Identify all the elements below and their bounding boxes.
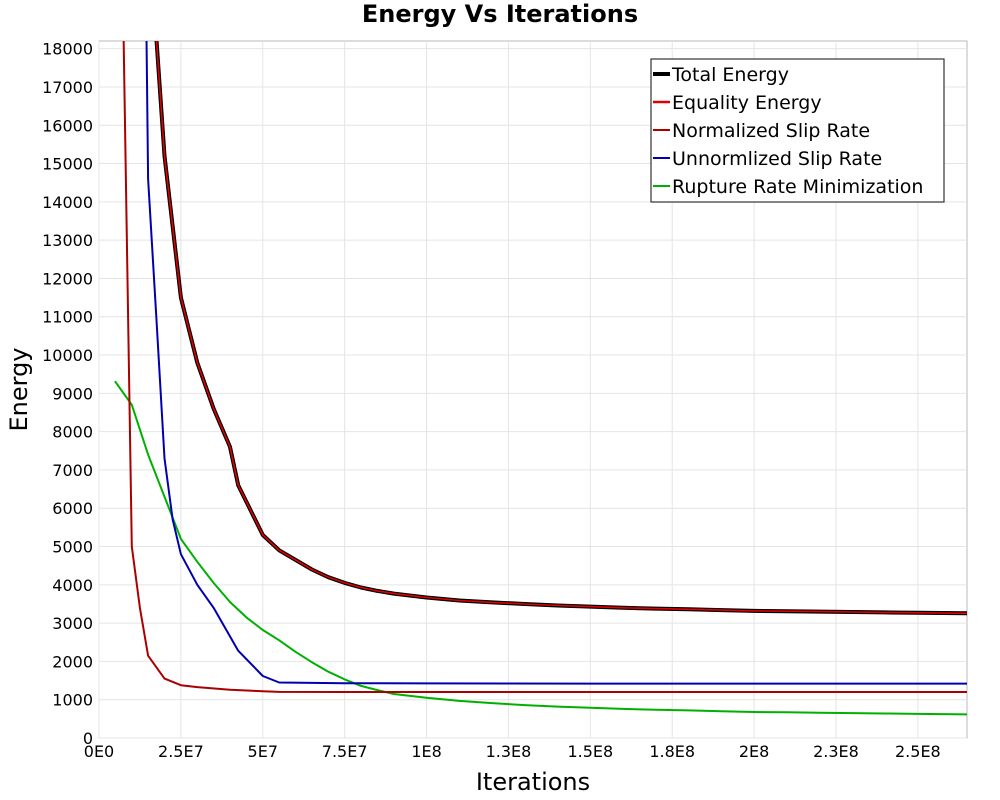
x-tick-label: 7.5E7	[322, 742, 368, 761]
x-tick-label: 2.3E8	[813, 742, 859, 761]
x-tick-label: 2.5E8	[895, 742, 941, 761]
y-tick-label: 1000	[52, 691, 93, 710]
y-tick-label: 3000	[52, 614, 93, 633]
legend-label: Total Energy	[671, 64, 789, 86]
legend-box	[650, 58, 945, 203]
x-tick-label: 2E8	[739, 742, 769, 761]
x-tick-label: 1E8	[411, 742, 441, 761]
y-tick-label: 15000	[42, 155, 93, 174]
y-tick-label: 16000	[42, 116, 93, 135]
y-tick-label: 0	[83, 729, 93, 748]
y-tick-label: 10000	[42, 346, 93, 365]
legend-label: Normalized Slip Rate	[672, 120, 870, 142]
y-tick-label: 12000	[42, 269, 93, 288]
y-axis-label: Energy	[5, 347, 33, 431]
tick-labels: 0 1000 2000 3000 4000 5000 6000 7000 8000 9000 100…	[42, 40, 941, 761]
chart-title: Energy Vs Iterations	[362, 0, 638, 28]
series-layer	[114, 41, 967, 716]
y-tick-label: 8000	[52, 423, 93, 442]
y-tick-label: 17000	[42, 78, 93, 97]
x-tick-label: 5E7	[248, 742, 278, 761]
legend-label: Unnormlized Slip Rate	[672, 148, 882, 170]
y-tick-label: 4000	[52, 576, 93, 595]
x-tick-label: 1.5E8	[567, 742, 613, 761]
y-tick-label: 13000	[42, 231, 93, 250]
y-tick-label: 2000	[52, 652, 93, 671]
y-tick-label: 7000	[52, 461, 93, 480]
y-tick-label: 6000	[52, 499, 93, 518]
y-tick-label: 9000	[52, 384, 93, 403]
x-tick-label: 1.3E8	[486, 742, 532, 761]
series-line-unnormlized-slip-rate	[145, 41, 967, 685]
x-tick-label: 1.8E8	[649, 742, 695, 761]
x-axis-label: Iterations	[476, 768, 590, 796]
legend: Total Energy Equality Energy Normalized Sl…	[650, 58, 945, 203]
x-tick-label: 0E0	[84, 742, 114, 761]
grid	[98, 41, 967, 739]
series-line-equality-energy-overlay	[155, 41, 967, 615]
legend-label: Equality Energy	[672, 92, 822, 114]
y-tick-label: 14000	[42, 193, 93, 212]
legend-label: Rupture Rate Minimization	[672, 176, 923, 198]
series-line-normalized-slip-rate	[122, 41, 967, 693]
y-tick-label: 18000	[42, 40, 93, 59]
y-tick-label: 11000	[42, 308, 93, 327]
series-line-rupture-rate-minimization	[114, 380, 967, 716]
y-tick-label: 5000	[52, 538, 93, 557]
x-tick-label: 2.5E7	[158, 742, 204, 761]
